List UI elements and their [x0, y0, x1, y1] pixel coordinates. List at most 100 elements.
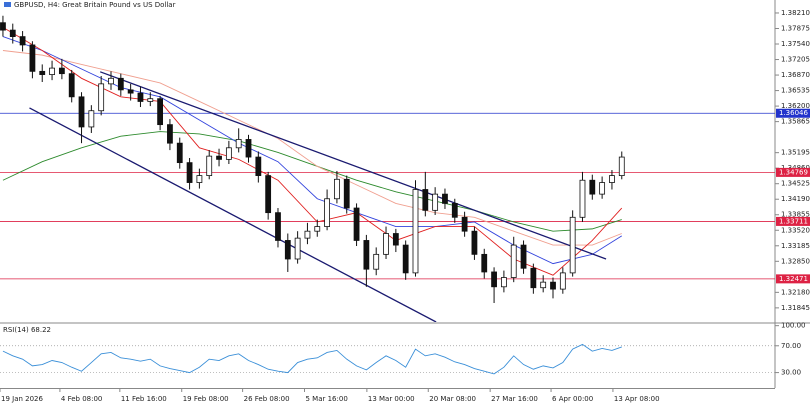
candle-body — [609, 175, 615, 183]
candle-body — [589, 179, 596, 195]
x-tick-label: 4 Feb 08:00 — [61, 395, 102, 403]
price-level-label: 1.32471 — [779, 275, 808, 283]
candle-body — [235, 139, 242, 149]
rsi-tick-label: 30.00 — [781, 369, 801, 377]
y-tick-label: 1.35195 — [781, 149, 810, 157]
candle-body — [471, 230, 478, 255]
candle-body — [176, 142, 183, 164]
candle-body — [461, 216, 468, 232]
candle-body — [9, 29, 16, 38]
price-level-box — [776, 108, 810, 118]
x-tick-label: 13 Mar 00:00 — [368, 395, 415, 403]
candle-body — [559, 272, 566, 290]
x-tick-label: 13 Apr 08:00 — [614, 395, 660, 403]
candle-body — [334, 178, 340, 200]
candle-body — [599, 182, 606, 195]
y-tick-label: 1.33520 — [781, 226, 810, 234]
x-tick-label: 19 Feb 08:00 — [183, 395, 229, 403]
price-level-label: 1.34769 — [779, 168, 808, 176]
candle-body — [137, 92, 144, 102]
candle-body — [402, 244, 409, 274]
rsi-tick-label: 70.00 — [781, 342, 801, 350]
candle-body — [481, 253, 488, 273]
moving-average — [2, 50, 622, 246]
candle-body — [304, 230, 311, 239]
candle-body — [78, 96, 85, 128]
y-tick-label: 1.34190 — [781, 195, 810, 203]
candle-body — [19, 36, 26, 46]
candle-body — [392, 233, 399, 246]
candle-body — [196, 175, 203, 183]
candle-body — [216, 155, 222, 160]
candle-body — [58, 67, 65, 75]
candle-body — [314, 226, 321, 232]
candle-body — [294, 237, 301, 260]
y-tick-label: 1.37875 — [781, 24, 810, 32]
candle-body — [157, 98, 164, 126]
x-tick-label: 27 Mar 16:00 — [491, 395, 538, 403]
chart-title: GBPUSD, H4: Great Britain Pound vs US Do… — [14, 1, 176, 9]
candle-body — [117, 77, 124, 91]
candle-body — [432, 193, 439, 211]
candle-body — [520, 244, 527, 269]
price-level-label: 1.36046 — [779, 109, 808, 117]
candle-body — [324, 198, 330, 227]
candle-body — [422, 189, 429, 211]
y-tick-label: 1.37540 — [781, 40, 810, 48]
x-tick-label: 26 Feb 08:00 — [244, 395, 290, 403]
x-tick-label: 6 Apr 00:00 — [552, 395, 593, 403]
price-level-label: 1.33711 — [779, 217, 808, 225]
x-tick-label: 19 Jan 2026 — [1, 395, 44, 403]
candle-body — [49, 67, 55, 75]
candle-body — [88, 110, 95, 128]
channel-line — [29, 107, 437, 322]
candle-body — [98, 83, 105, 112]
rsi-title: RSI(14) 68.22 — [3, 326, 51, 334]
y-tick-label: 1.36870 — [781, 71, 810, 79]
y-tick-label: 1.36535 — [781, 87, 810, 95]
candle-body — [500, 277, 507, 288]
candle-body — [108, 77, 114, 85]
candle-body — [0, 22, 6, 31]
candle-body — [206, 155, 213, 176]
symbol-icon — [4, 2, 11, 7]
y-tick-label: 1.31845 — [781, 304, 810, 312]
candle-body — [530, 267, 537, 289]
channel-line — [99, 71, 607, 260]
y-tick-label: 1.34525 — [781, 180, 810, 188]
candle-body — [275, 212, 281, 241]
candle-body — [569, 216, 576, 274]
candle-body — [147, 98, 154, 102]
candle-body — [550, 281, 556, 290]
x-tick-label: 20 Mar 08:00 — [429, 395, 476, 403]
candle-body — [618, 156, 625, 176]
y-tick-label: 1.32850 — [781, 257, 810, 265]
x-tick-label: 5 Mar 16:00 — [305, 395, 347, 403]
y-tick-label: 1.36200 — [781, 102, 810, 110]
y-tick-label: 1.33855 — [781, 211, 810, 219]
candle-body — [29, 44, 36, 72]
candle-body — [39, 70, 46, 75]
candle-body — [343, 178, 350, 209]
candle-body — [442, 193, 448, 204]
axes: 1.38210 1.37875 1.37540 1.37205 1.36870 1.365… — [0, 9, 810, 403]
price-level-box — [776, 274, 810, 284]
candle-body — [265, 175, 272, 214]
x-tick-label: 11 Feb 16:00 — [121, 395, 167, 403]
candle-body — [451, 202, 458, 218]
main-plot — [0, 15, 775, 322]
candle-body — [510, 244, 517, 278]
candle-body — [373, 253, 380, 270]
candle-body — [245, 139, 252, 158]
candle-body — [255, 156, 262, 176]
y-tick-label: 1.35865 — [781, 118, 810, 126]
candle-body — [491, 271, 497, 288]
candle-body — [167, 124, 173, 144]
candle-body — [127, 89, 134, 94]
candle-body — [383, 233, 389, 255]
candle-body — [353, 207, 360, 241]
rsi-plot — [0, 343, 775, 375]
candle-body — [68, 73, 75, 98]
